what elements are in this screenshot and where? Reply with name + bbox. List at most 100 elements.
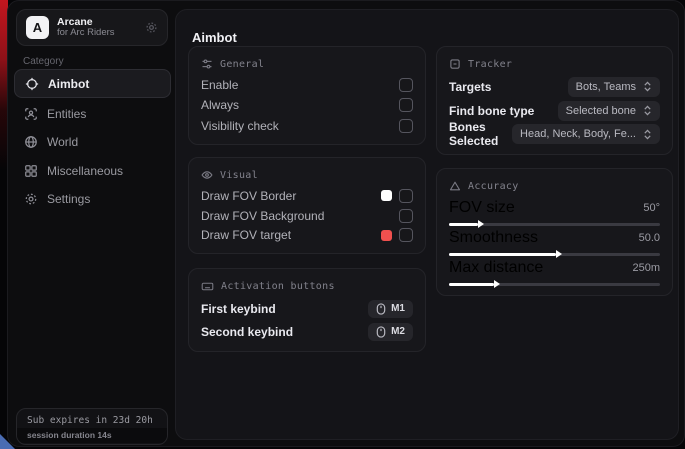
activation-card: Activation buttons First keybind M1 Seco… [188,268,426,352]
setting-label: First keybind [201,301,276,316]
brand-logo: A [26,16,49,39]
sidebar-item-label: Entities [47,107,87,121]
setting-label: FOV size [449,198,515,216]
setting-row-fov-target: Draw FOV target [201,225,413,245]
dropdown-value: Selected bone [565,104,636,117]
globe-icon [24,135,38,149]
setting-label: Visibility check [201,118,279,133]
sidebar-item-label: Settings [47,192,91,206]
setting-row-fov-border: Draw FOV Border [201,186,413,206]
max-distance-slider[interactable] [449,282,660,286]
visual-card-header: Visual [201,167,413,183]
bones-selected-dropdown[interactable]: Head, Neck, Body, Fe... [512,124,660,145]
chevrons-up-down-icon [643,105,652,116]
sub-expiry-text: Sub expires in 23d 20h [27,415,153,426]
visibility-check-checkbox[interactable] [399,118,413,133]
setting-label: Draw FOV Border [201,188,297,203]
accuracy-card-header: Accuracy [449,178,660,194]
setting-row-smoothness: Smoothness 50.0 [449,227,660,257]
keyboard-icon [201,280,214,293]
sidebar-item-world[interactable]: World [24,130,78,154]
targets-dropdown[interactable]: Bots, Teams [567,76,660,97]
accuracy-card-title: Accuracy [468,180,519,192]
person-scan-icon [24,107,38,121]
tracker-card-title: Tracker [468,58,513,70]
slider-fill [449,222,478,226]
setting-label: Max distance [449,258,544,276]
subscription-status: Sub expires in 23d 20h session duration … [16,408,168,445]
find-bone-type-dropdown[interactable]: Selected bone [557,100,660,121]
chevrons-up-down-icon [643,129,652,140]
fov-background-checkbox[interactable] [399,208,413,223]
tracker-card-header: Tracker [449,56,660,72]
app-window: A Arcane for Arc Riders Category Aimbot [7,0,685,447]
setting-label: Smoothness [449,228,538,246]
general-card: General Enable Always Visibility check [188,46,426,145]
dropdown-value: Head, Neck, Body, Fe... [520,128,636,141]
chevrons-up-down-icon [643,81,652,92]
second-keybind-button[interactable]: M2 [368,322,413,341]
smoothness-slider[interactable] [449,252,660,256]
brand-text: Arcane for Arc Riders [57,16,137,39]
sidebar-item-label: Aimbot [48,76,90,91]
mouse-icon [376,302,386,315]
setting-row-find-bone-type: Find bone type Selected bone [449,99,660,123]
max-distance-value: 250m [632,261,660,274]
setting-label: Draw FOV Background [201,208,325,223]
setting-row-enable: Enable [201,75,413,95]
sliders-icon [201,58,213,70]
tracker-card: Tracker Targets Bots, Teams Find bone ty… [436,46,673,155]
setting-label: Find bone type [449,103,535,118]
category-label: Category [23,56,64,67]
fov-target-checkbox[interactable] [399,228,413,243]
setting-label: Second keybind [201,324,294,339]
dropdown-value: Bots, Teams [575,80,636,93]
activation-card-title: Activation buttons [221,280,335,292]
main-panel: Aimbot General Enable Always [175,9,679,440]
brand-name: Arcane [57,16,93,28]
eye-icon [201,169,213,181]
sidebar-item-settings[interactable]: Settings [24,187,90,211]
setting-row-targets: Targets Bots, Teams [449,75,660,99]
setting-row-visibility-check: Visibility check [201,116,413,136]
mouse-icon [376,325,386,338]
enable-checkbox[interactable] [399,78,413,93]
setting-label: Always [201,98,240,113]
sidebar-item-miscellaneous[interactable]: Miscellaneous [24,159,123,183]
setting-row-first-keybind: First keybind M1 [201,297,413,320]
setting-row-always: Always [201,95,413,115]
keybind-value: M2 [391,326,405,337]
fov-size-value: 50° [643,201,660,214]
smoothness-value: 50.0 [638,231,660,244]
setting-label: Targets [449,79,492,94]
session-duration-text: session duration 14s [17,428,167,443]
keybind-value: M1 [391,303,405,314]
sidebar-item-label: Miscellaneous [47,164,124,178]
slider-fill [449,282,495,286]
gear-icon[interactable] [145,21,158,34]
page-title: Aimbot [192,30,237,45]
grid-icon [24,164,38,178]
visual-card: Visual Draw FOV Border Draw FOV Backgrou… [188,157,426,254]
triangle-icon [449,180,461,192]
general-card-title: General [220,58,265,70]
setting-row-fov-size: FOV size 50° [449,197,660,227]
slider-fill [449,252,556,256]
fov-target-color-swatch[interactable] [381,229,392,241]
activation-card-header: Activation buttons [201,278,413,294]
sidebar-item-entities[interactable]: Entities [24,102,86,126]
sidebar-item-aimbot[interactable]: Aimbot [14,69,171,98]
fov-border-color-swatch[interactable] [381,190,392,202]
first-keybind-button[interactable]: M1 [368,299,413,318]
setting-label: Bones Selected [449,120,499,149]
always-checkbox[interactable] [399,98,413,113]
background-red-sliver [0,0,8,170]
gear-icon [24,192,38,206]
fov-size-slider[interactable] [449,222,660,226]
brand-subtitle: for Arc Riders [57,27,115,39]
setting-row-max-distance: Max distance 250m [449,257,660,287]
brand-header: A Arcane for Arc Riders [16,9,168,46]
fov-border-checkbox[interactable] [399,188,413,203]
setting-row-fov-background: Draw FOV Background [201,206,413,226]
setting-row-second-keybind: Second keybind M2 [201,320,413,343]
